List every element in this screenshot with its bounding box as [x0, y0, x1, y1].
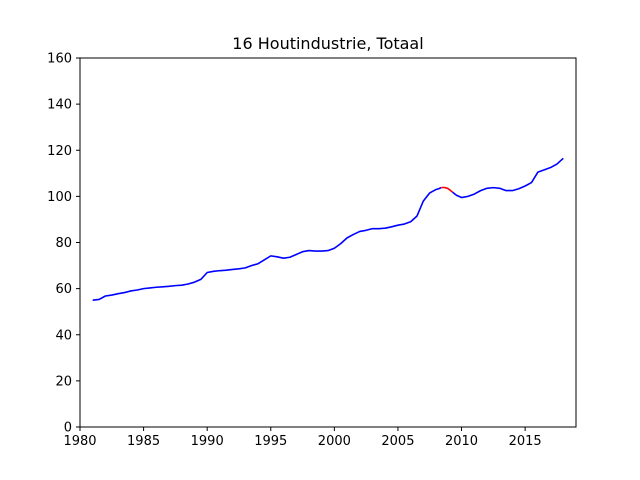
x-tick-label: 2015 — [509, 434, 542, 449]
x-tick-label: 2005 — [381, 434, 414, 449]
plot-area — [92, 157, 564, 301]
y-tick-label: 100 — [47, 190, 72, 205]
y-tick-label: 60 — [55, 282, 72, 297]
x-tick-label: 1980 — [63, 434, 96, 449]
x-tick-label: 1995 — [254, 434, 287, 449]
series-line-1 — [92, 186, 442, 301]
y-tick-label: 160 — [47, 52, 72, 67]
series-line-2 — [441, 186, 454, 193]
y-tick-label: 140 — [47, 98, 72, 113]
y-tick-label: 40 — [55, 328, 72, 343]
chart-title: 16 Houtindustrie, Totaal — [232, 34, 423, 53]
x-tick-label: 1985 — [127, 434, 160, 449]
y-tick-label: 120 — [47, 144, 72, 159]
x-tick-label: 1990 — [191, 434, 224, 449]
plot-frame — [79, 57, 577, 428]
x-tick-label: 2000 — [318, 434, 351, 449]
series-line-3 — [452, 157, 564, 199]
y-axis: 0 20 40 60 80 100 120 140 160 — [47, 52, 80, 436]
y-tick-label: 20 — [55, 374, 72, 389]
y-tick-label: 0 — [64, 421, 72, 436]
y-tick-label: 80 — [55, 236, 72, 251]
x-tick-label: 2010 — [445, 434, 478, 449]
x-axis: 1980 1985 1990 1995 2000 2005 2010 2015 — [63, 427, 542, 449]
